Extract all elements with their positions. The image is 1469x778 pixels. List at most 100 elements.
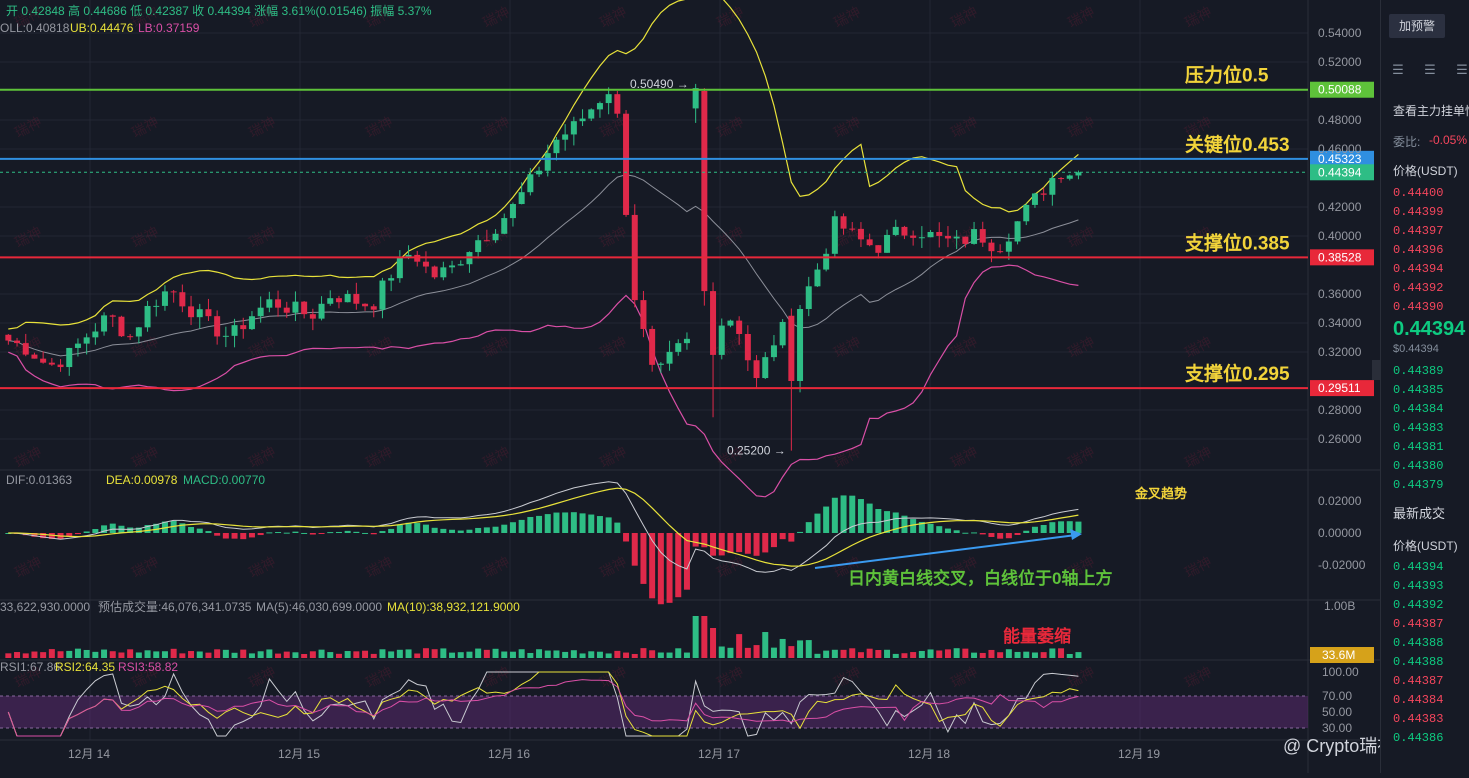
- macd-histogram-bar: [301, 532, 308, 534]
- macd-histogram-bar: [1031, 526, 1038, 533]
- ask-price: 0.44394: [1393, 262, 1444, 276]
- ratio-value: -0.05%: [1429, 133, 1468, 147]
- boll-mid-legend: OLL:0.40818: [0, 21, 70, 35]
- macd-dea-line: [8, 487, 1079, 567]
- latest-trades-title[interactable]: 最新成交: [1393, 506, 1446, 521]
- macd-histogram-bar: [614, 522, 621, 533]
- candle-body: [857, 228, 864, 240]
- macd-axis-tick: 0.00000: [1318, 526, 1362, 540]
- orderbook-both-icon[interactable]: ☰: [1392, 62, 1404, 77]
- whale-orders-title[interactable]: 查看主力挂单情: [1393, 104, 1469, 118]
- macd-histogram-bar: [701, 533, 708, 548]
- orderbook-bids-icon[interactable]: ☰: [1424, 62, 1436, 77]
- candle-body: [483, 240, 490, 242]
- candle-body: [544, 153, 551, 171]
- macd-histogram-bar: [292, 531, 299, 533]
- add-alert-button[interactable]: 加预警: [1389, 14, 1445, 38]
- volume-bar: [701, 616, 708, 658]
- macd-histogram-bar: [370, 533, 377, 535]
- candle-body: [962, 236, 969, 244]
- macd-histogram-bar: [588, 514, 595, 533]
- candle-body: [884, 234, 891, 253]
- macd-histogram-bar: [910, 519, 917, 533]
- volume-current-tag-text: 33.6M: [1322, 648, 1355, 662]
- volume-bar: [422, 648, 429, 658]
- boll-lb-legend: LB:0.37159: [138, 21, 200, 35]
- candle-body: [1023, 204, 1030, 222]
- macd-histogram-bar: [179, 523, 186, 533]
- orderbook-asks-icon[interactable]: ☰: [1456, 62, 1468, 77]
- level-tag-text-key: 0.45323: [1318, 152, 1362, 166]
- candle-body: [953, 236, 960, 239]
- candle-body: [405, 254, 412, 258]
- candle-body: [797, 308, 804, 381]
- volume-bar: [744, 647, 751, 658]
- volume-bar: [379, 649, 386, 658]
- price-axis-tick: 0.32000: [1318, 345, 1362, 359]
- level-tag-text-support-2: 0.29511: [1318, 381, 1361, 395]
- candle-body: [988, 242, 995, 252]
- volume-bar: [997, 652, 1004, 658]
- macd-histogram-bar: [527, 516, 534, 533]
- volume-bar: [292, 652, 299, 658]
- candle-body: [710, 291, 717, 355]
- time-axis-label: 12月 14: [68, 747, 110, 761]
- candle-body: [48, 362, 55, 365]
- macd-histogram-bar: [649, 533, 656, 599]
- candle-body: [1031, 193, 1038, 205]
- macd-histogram-bar: [440, 528, 447, 533]
- volume-bar: [509, 651, 516, 658]
- level-tag-resistance: [1310, 81, 1374, 98]
- macd-histogram-bar: [379, 531, 386, 533]
- time-axis-label: 12月 16: [488, 747, 530, 761]
- macd-histogram-bar: [153, 523, 160, 533]
- candle-body: [153, 305, 160, 307]
- volume-bar: [971, 652, 978, 658]
- volume-bar: [692, 616, 699, 658]
- macd-histogram-bar: [388, 528, 395, 533]
- candle-body: [875, 245, 882, 253]
- price-axis-tick: 0.40000: [1318, 229, 1362, 243]
- macd-histogram-bar: [475, 527, 482, 533]
- last-price-usd: $0.44394: [1393, 343, 1439, 355]
- macd-histogram-bar: [779, 533, 786, 540]
- candle-body: [161, 291, 168, 306]
- candle-body: [536, 170, 543, 175]
- volume-bar: [640, 648, 647, 658]
- trade-price: 0.44394: [1393, 560, 1444, 574]
- volume-predict-legend: 预估成交量:46,076,341.0735: [98, 599, 252, 614]
- volume-bar: [623, 652, 630, 658]
- macd-dea-legend: DEA:0.00978: [106, 473, 178, 487]
- ohlc-legend: 开 0.42848 高 0.44686 低 0.42387 收 0.44394 …: [6, 3, 432, 18]
- candle-body: [449, 265, 456, 268]
- macd-histogram-bar: [309, 533, 316, 535]
- candle-body: [222, 335, 229, 337]
- volume-bar: [83, 649, 90, 658]
- candle-body: [109, 315, 116, 317]
- volume-bar: [936, 650, 943, 658]
- macd-histogram-bar: [144, 525, 151, 533]
- time-axis-label: 12月 19: [1118, 747, 1160, 761]
- candle-body: [518, 192, 525, 205]
- macd-histogram-bar: [414, 523, 421, 533]
- chart-background: [0, 0, 1380, 773]
- ask-price: 0.44397: [1393, 224, 1444, 238]
- volume-current-tag: [1310, 647, 1374, 663]
- last-price: 0.44394: [1393, 318, 1466, 340]
- volume-bar: [22, 653, 29, 658]
- volume-bar: [918, 650, 925, 658]
- macd-histogram-bar: [66, 533, 73, 537]
- macd-histogram-bar: [188, 526, 195, 533]
- macd-histogram-bar: [857, 499, 864, 533]
- macd-histogram-bar: [710, 533, 717, 556]
- volume-bar: [449, 652, 456, 658]
- macd-histogram-bar: [283, 532, 290, 534]
- rsi2-line: [7, 671, 1079, 737]
- candle-body: [840, 216, 847, 229]
- candle-body: [623, 113, 630, 215]
- volume-bar: [144, 650, 151, 658]
- macd-histogram-bar: [892, 512, 899, 533]
- volume-bar: [875, 650, 882, 658]
